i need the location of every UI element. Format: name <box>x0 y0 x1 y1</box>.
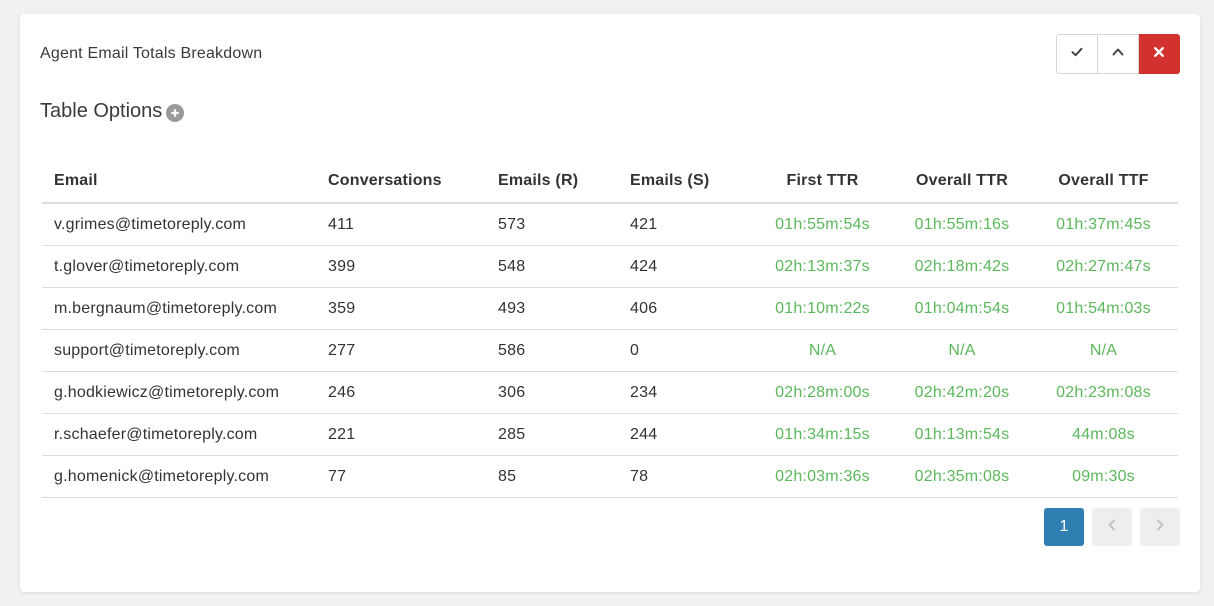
header-email[interactable]: Email <box>42 160 316 204</box>
cell-first-ttr: 01h:34m:15s <box>750 413 895 456</box>
cell-emails-received: 548 <box>486 245 618 288</box>
cell-email: t.glover@timetoreply.com <box>42 245 316 288</box>
header-conversations[interactable]: Conversations <box>316 160 486 204</box>
prev-page-button[interactable] <box>1092 508 1132 546</box>
cell-emails-sent: 78 <box>618 455 750 498</box>
cell-email: g.hodkiewicz@timetoreply.com <box>42 371 316 414</box>
cell-conversations: 411 <box>316 203 486 246</box>
cell-overall-ttr: 02h:18m:42s <box>895 245 1029 288</box>
table-row: g.homenick@timetoreply.com 77 85 78 02h:… <box>42 455 1178 498</box>
cell-overall-ttr: 01h:13m:54s <box>895 413 1029 456</box>
cell-first-ttr: 02h:13m:37s <box>750 245 895 288</box>
cell-first-ttr: 02h:28m:00s <box>750 371 895 414</box>
agent-email-totals-panel: Agent Email Totals Breakdown Table Optio… <box>20 14 1200 592</box>
cell-email: m.bergnaum@timetoreply.com <box>42 287 316 330</box>
cell-first-ttr: N/A <box>750 329 895 372</box>
cell-first-ttr: 01h:10m:22s <box>750 287 895 330</box>
table-row: v.grimes@timetoreply.com 411 573 421 01h… <box>42 203 1178 246</box>
cell-overall-ttf: 02h:23m:08s <box>1029 371 1178 414</box>
header-first-ttr[interactable]: First TTR <box>750 160 895 204</box>
table-row: support@timetoreply.com 277 586 0 N/A N/… <box>42 329 1178 372</box>
cell-overall-ttf: N/A <box>1029 329 1178 372</box>
chevron-left-icon <box>1106 518 1118 537</box>
table-header-row: Email Conversations Emails (R) Emails (S… <box>42 160 1178 204</box>
cell-overall-ttr: 02h:42m:20s <box>895 371 1029 414</box>
cell-overall-ttf: 01h:37m:45s <box>1029 203 1178 246</box>
cell-emails-received: 85 <box>486 455 618 498</box>
cell-email: v.grimes@timetoreply.com <box>42 203 316 246</box>
table-row: r.schaefer@timetoreply.com 221 285 244 0… <box>42 413 1178 456</box>
cell-conversations: 221 <box>316 413 486 456</box>
cell-first-ttr: 02h:03m:36s <box>750 455 895 498</box>
cell-conversations: 77 <box>316 455 486 498</box>
cell-overall-ttf: 02h:27m:47s <box>1029 245 1178 288</box>
cell-emails-sent: 234 <box>618 371 750 414</box>
cell-overall-ttr: 01h:04m:54s <box>895 287 1029 330</box>
header-emails-sent[interactable]: Emails (S) <box>618 160 750 204</box>
header-emails-received[interactable]: Emails (R) <box>486 160 618 204</box>
cell-emails-sent: 244 <box>618 413 750 456</box>
cell-overall-ttf: 09m:30s <box>1029 455 1178 498</box>
table-options-label: Table Options <box>40 100 163 122</box>
page-1-button[interactable]: 1 <box>1044 508 1084 546</box>
next-page-button[interactable] <box>1140 508 1180 546</box>
cell-overall-ttr: 02h:35m:08s <box>895 455 1029 498</box>
table-options-toggle[interactable]: Table Options <box>40 100 185 123</box>
cell-emails-received: 573 <box>486 203 618 246</box>
close-icon <box>1152 45 1166 64</box>
panel-title: Agent Email Totals Breakdown <box>40 45 263 62</box>
header-overall-ttr[interactable]: Overall TTR <box>895 160 1029 204</box>
pagination: 1 <box>1036 508 1180 546</box>
cell-emails-sent: 424 <box>618 245 750 288</box>
cell-emails-received: 586 <box>486 329 618 372</box>
cell-email: support@timetoreply.com <box>42 329 316 372</box>
cell-emails-sent: 406 <box>618 287 750 330</box>
cell-emails-received: 285 <box>486 413 618 456</box>
cell-emails-received: 306 <box>486 371 618 414</box>
cell-email: r.schaefer@timetoreply.com <box>42 413 316 456</box>
cell-emails-sent: 421 <box>618 203 750 246</box>
cell-first-ttr: 01h:55m:54s <box>750 203 895 246</box>
collapse-button[interactable] <box>1056 34 1098 74</box>
cell-overall-ttr: 01h:55m:16s <box>895 203 1029 246</box>
table-row: g.hodkiewicz@timetoreply.com 246 306 234… <box>42 371 1178 414</box>
cell-emails-sent: 0 <box>618 329 750 372</box>
cell-overall-ttr: N/A <box>895 329 1029 372</box>
table-row: m.bergnaum@timetoreply.com 359 493 406 0… <box>42 287 1178 330</box>
cell-overall-ttf: 01h:54m:03s <box>1029 287 1178 330</box>
cell-conversations: 359 <box>316 287 486 330</box>
plus-circle-icon[interactable] <box>166 104 185 122</box>
table-row: t.glover@timetoreply.com 399 548 424 02h… <box>42 245 1178 288</box>
cell-email: g.homenick@timetoreply.com <box>42 455 316 498</box>
header-overall-ttf[interactable]: Overall TTF <box>1029 160 1178 204</box>
check-icon <box>1070 45 1084 64</box>
close-button[interactable] <box>1139 34 1180 74</box>
cell-emails-received: 493 <box>486 287 618 330</box>
expand-button[interactable] <box>1098 34 1139 74</box>
chevron-right-icon <box>1154 518 1166 537</box>
cell-conversations: 399 <box>316 245 486 288</box>
cell-conversations: 246 <box>316 371 486 414</box>
panel-controls <box>1056 34 1180 74</box>
cell-conversations: 277 <box>316 329 486 372</box>
cell-overall-ttf: 44m:08s <box>1029 413 1178 456</box>
chevron-up-icon <box>1111 45 1125 64</box>
agent-email-table: Email Conversations Emails (R) Emails (S… <box>42 160 1178 498</box>
